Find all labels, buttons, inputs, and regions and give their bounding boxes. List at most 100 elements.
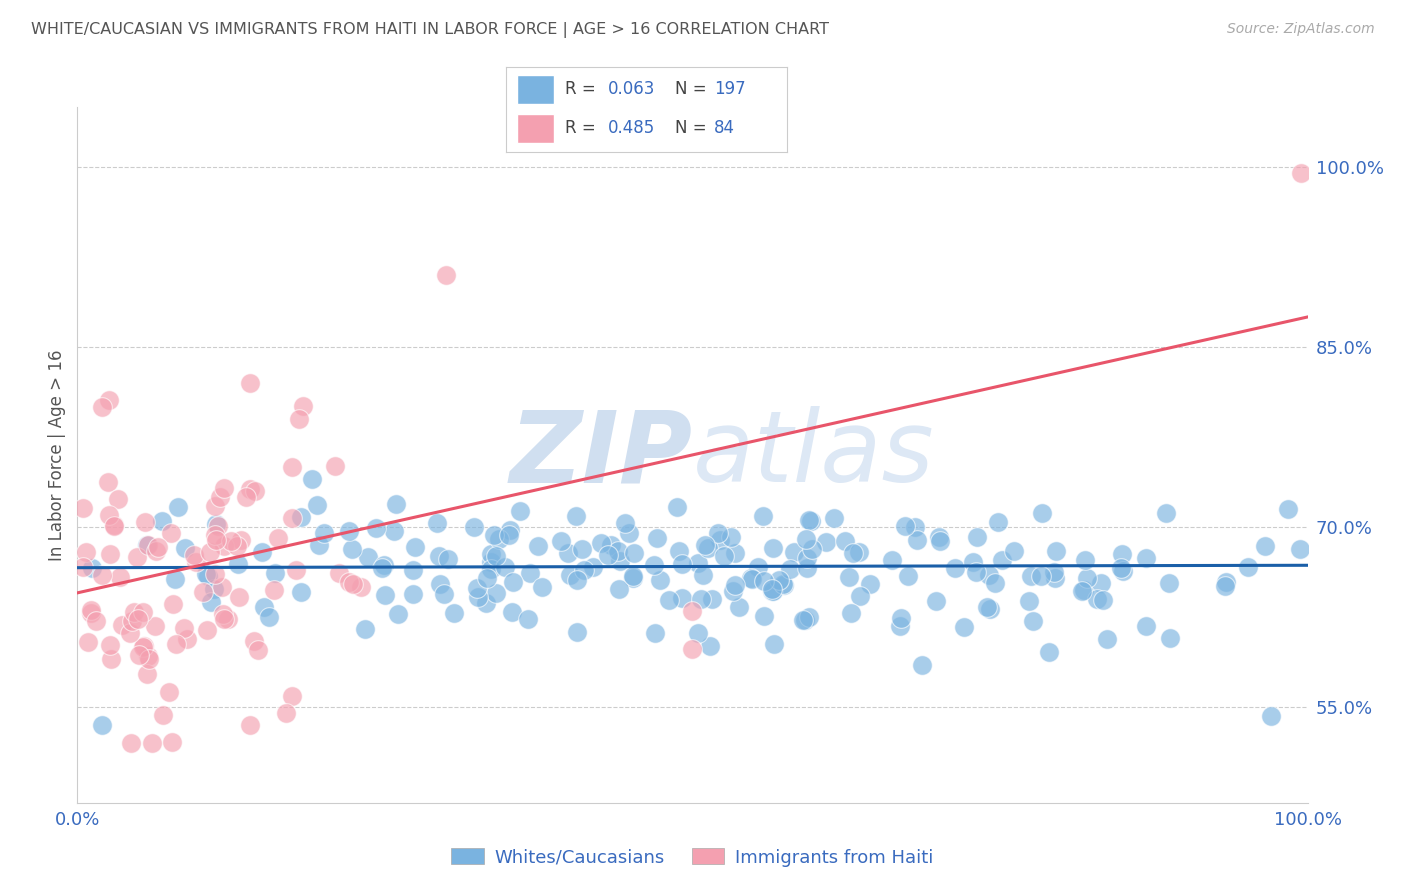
Point <box>443 606 465 620</box>
Point <box>281 460 304 475</box>
Point <box>509 504 531 518</box>
Point <box>98 547 121 561</box>
Point <box>889 619 911 633</box>
Point <box>904 520 927 534</box>
Point <box>212 607 235 621</box>
Point <box>288 412 311 426</box>
Point <box>475 571 498 585</box>
Point <box>1002 543 1025 558</box>
Point <box>1277 501 1299 516</box>
Point <box>195 623 218 637</box>
Point <box>501 605 523 619</box>
Point <box>761 584 783 599</box>
Text: 0.063: 0.063 <box>607 80 655 98</box>
Point <box>75 545 97 559</box>
Point <box>128 648 150 663</box>
Point <box>990 552 1012 566</box>
Point <box>800 514 823 528</box>
Point <box>135 538 157 552</box>
Text: N =: N = <box>675 80 711 98</box>
Point <box>485 586 508 600</box>
Point <box>373 558 395 572</box>
Point <box>699 640 721 654</box>
Point <box>502 574 524 589</box>
Point <box>228 557 250 571</box>
Point <box>239 718 262 732</box>
Point <box>983 576 1005 591</box>
Point <box>823 511 845 525</box>
Point <box>741 573 763 587</box>
Point <box>1156 506 1178 520</box>
Point <box>1019 569 1042 583</box>
Point <box>1073 583 1095 598</box>
Point <box>165 572 187 586</box>
Point <box>682 642 704 657</box>
Point <box>217 612 239 626</box>
Point <box>465 581 488 595</box>
Point <box>1022 615 1045 629</box>
Point <box>475 596 498 610</box>
Text: 197: 197 <box>714 80 745 98</box>
Point <box>688 626 710 640</box>
Point <box>404 540 426 554</box>
Point <box>977 568 1000 582</box>
Point <box>103 517 125 532</box>
Point <box>1112 564 1135 578</box>
Point <box>609 554 631 568</box>
Point <box>794 613 817 627</box>
Point <box>928 534 950 549</box>
Point <box>761 582 783 596</box>
Point <box>436 268 458 282</box>
Point <box>567 624 589 639</box>
Point <box>782 544 804 558</box>
Point <box>312 526 335 541</box>
Point <box>772 578 794 592</box>
Point <box>1157 576 1180 591</box>
Point <box>183 548 205 562</box>
Point <box>212 612 235 626</box>
Point <box>574 563 596 577</box>
Point <box>257 610 280 624</box>
Point <box>219 533 242 548</box>
Point <box>127 612 149 626</box>
Point <box>90 400 114 414</box>
Point <box>645 531 668 545</box>
Point <box>797 513 820 527</box>
Point <box>194 566 217 581</box>
Point <box>191 584 214 599</box>
Point <box>280 510 302 524</box>
Point <box>98 392 121 407</box>
Point <box>239 483 262 497</box>
Point <box>724 578 747 592</box>
Point <box>401 563 423 577</box>
Point <box>371 561 394 575</box>
Point <box>498 528 520 542</box>
Point <box>671 558 693 572</box>
Point <box>1018 594 1040 608</box>
Point <box>976 600 998 615</box>
Point <box>1237 560 1260 574</box>
Point <box>186 555 208 569</box>
Point <box>600 537 623 551</box>
Point <box>301 472 323 486</box>
Point <box>607 543 630 558</box>
Point <box>350 581 373 595</box>
Point <box>91 568 114 582</box>
Point <box>1070 583 1092 598</box>
Point <box>1254 539 1277 553</box>
FancyBboxPatch shape <box>517 75 554 104</box>
Point <box>962 555 984 569</box>
Point <box>426 516 449 530</box>
Point <box>762 637 785 651</box>
Point <box>281 690 304 704</box>
Point <box>290 510 312 524</box>
Point <box>246 642 269 657</box>
Point <box>174 541 197 555</box>
Point <box>72 559 94 574</box>
Point <box>402 586 425 600</box>
Point <box>235 490 257 504</box>
Text: R =: R = <box>565 80 602 98</box>
Point <box>692 568 714 582</box>
Point <box>1291 166 1313 180</box>
Point <box>150 514 173 528</box>
